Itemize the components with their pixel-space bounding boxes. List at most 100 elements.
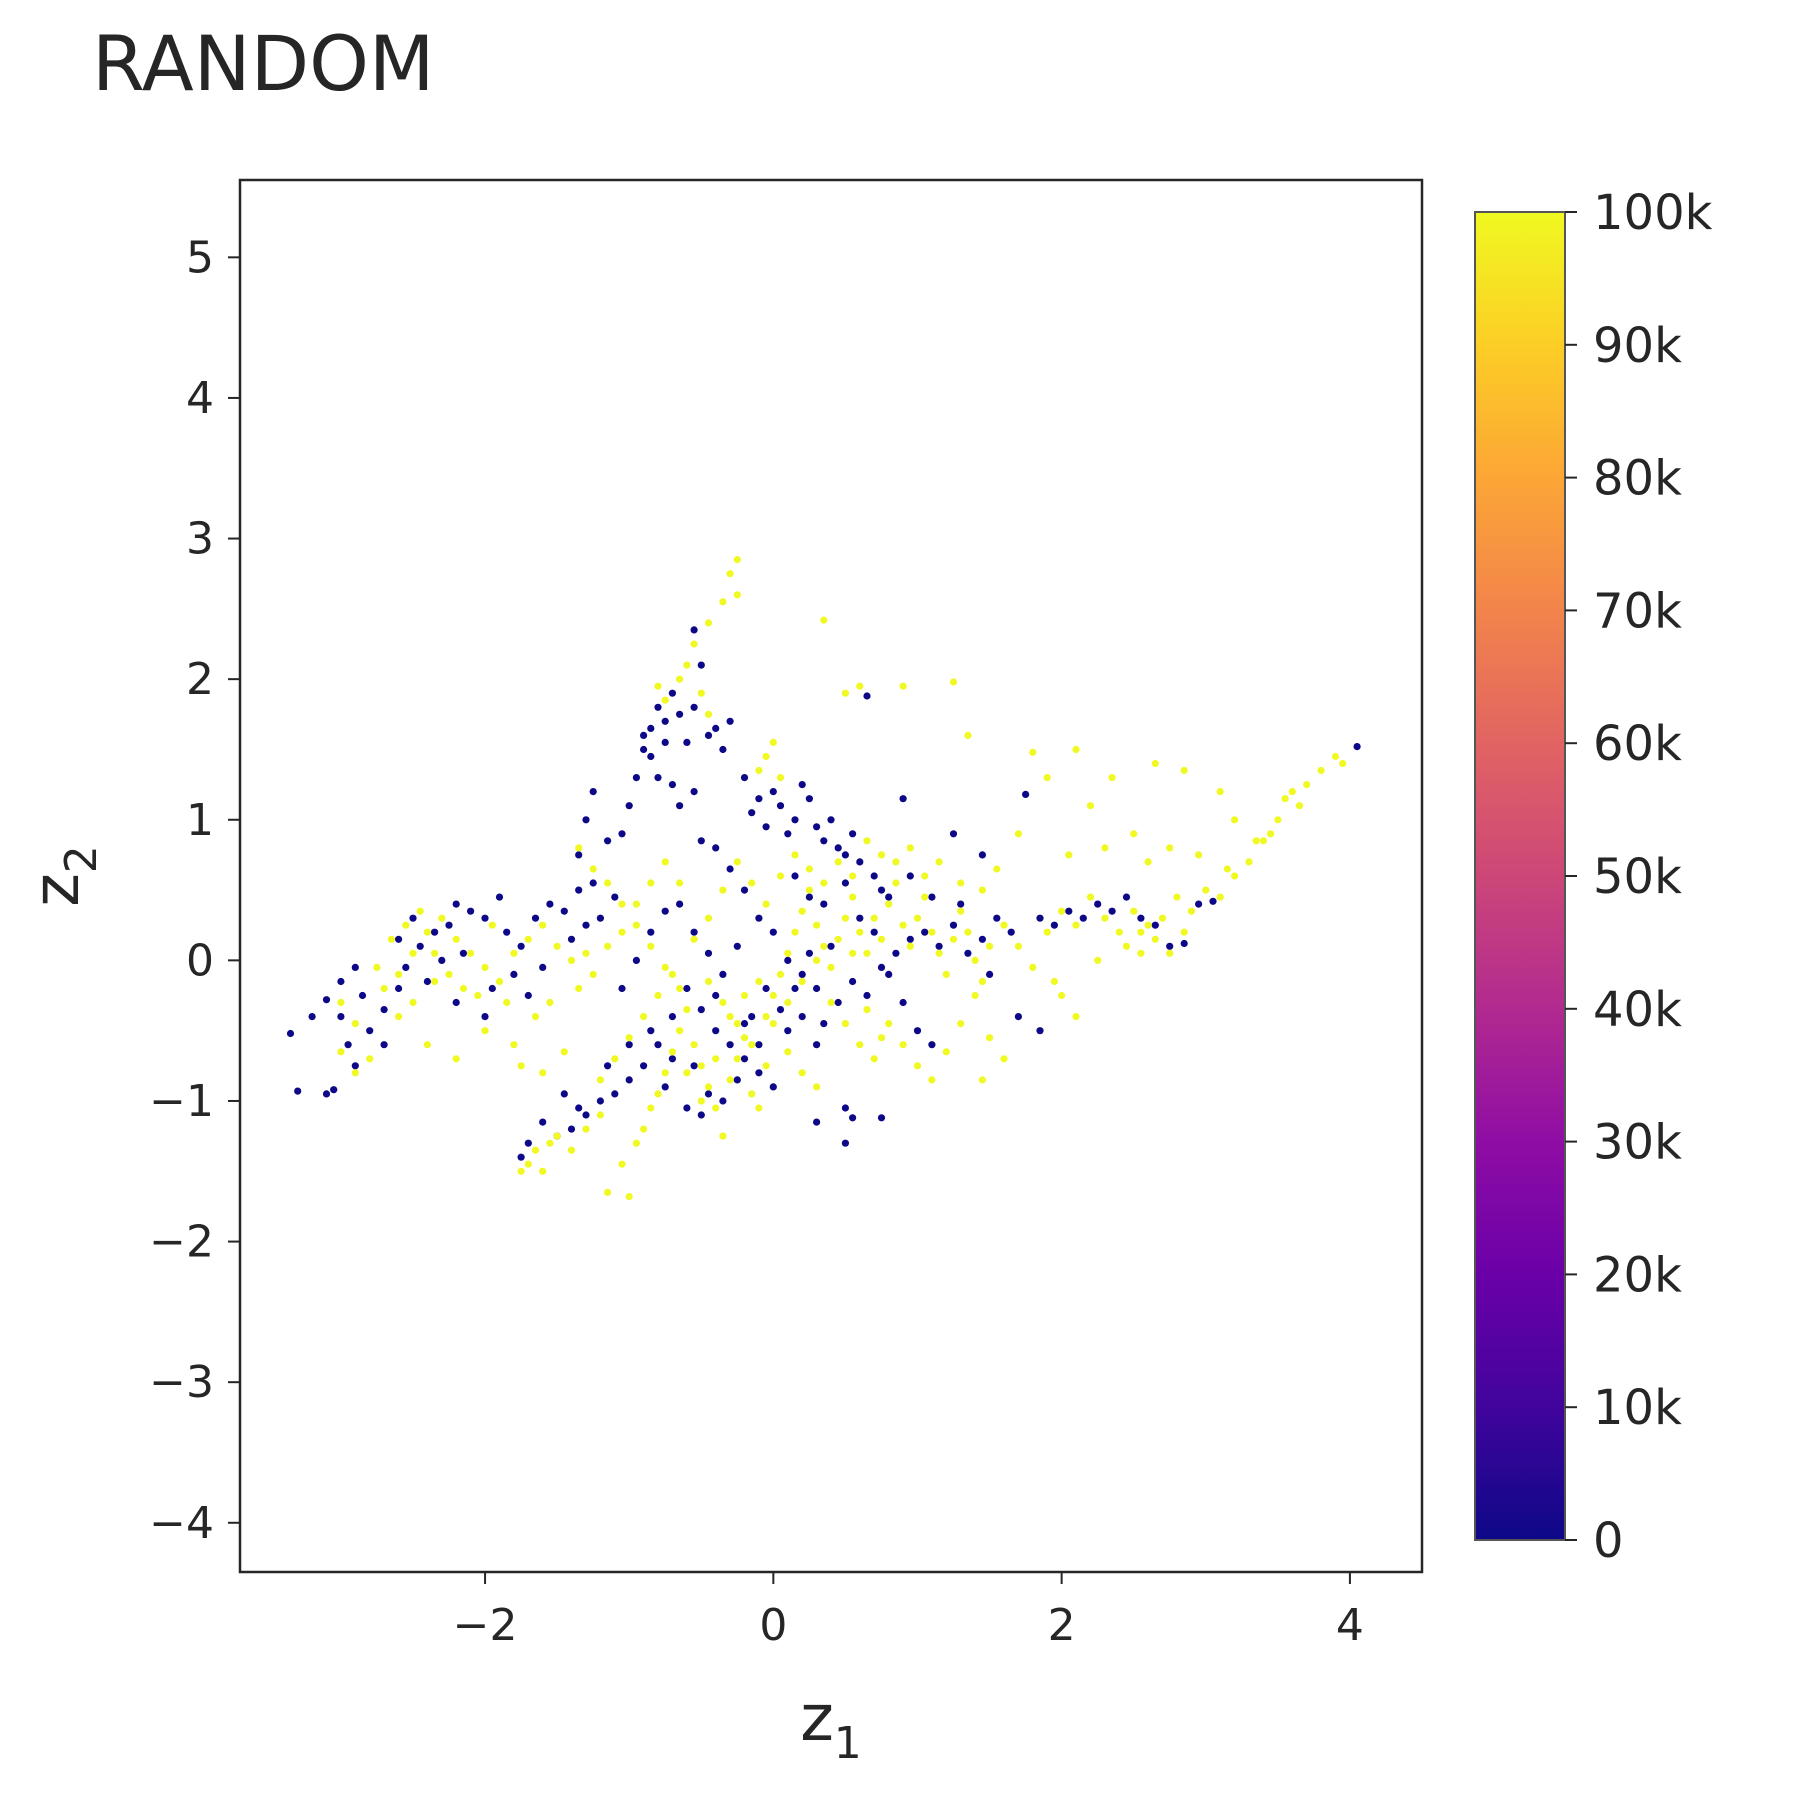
scatter-point	[459, 984, 467, 993]
scatter-point	[957, 900, 965, 908]
scatter-point	[1043, 774, 1051, 782]
scatter-point	[712, 1104, 720, 1112]
scatter-point	[704, 619, 713, 627]
scatter-point	[849, 977, 857, 986]
scatter-point	[827, 963, 835, 972]
scatter-point	[1000, 1055, 1008, 1063]
scatter-point	[841, 1104, 850, 1112]
scatter-point	[575, 984, 583, 993]
scatter-point	[834, 998, 842, 1007]
scatter-point	[1130, 830, 1138, 838]
scatter-point	[1173, 893, 1181, 901]
scatter-point	[445, 921, 453, 929]
scatter-point	[1137, 914, 1145, 922]
scatter-point	[942, 1048, 950, 1056]
scatter-point	[733, 591, 741, 599]
scatter-point	[524, 1139, 532, 1147]
scatter-point	[676, 879, 684, 887]
scatter-point	[733, 556, 741, 564]
scatter-point	[632, 774, 641, 782]
scatter-point	[647, 752, 655, 761]
scatter-point	[719, 598, 727, 606]
scatter-point	[1259, 837, 1267, 845]
scatter-point	[1144, 921, 1152, 929]
scatter-point	[1115, 928, 1123, 936]
scatter-point	[474, 991, 482, 1000]
scatter-point	[618, 928, 626, 936]
scatter-point	[409, 914, 417, 922]
scatter-point	[1231, 872, 1239, 880]
scatter-point	[906, 844, 914, 852]
scatter-point	[1331, 752, 1340, 761]
scatter-point	[431, 928, 439, 936]
scatter-point	[805, 795, 814, 803]
scatter-point	[640, 1013, 648, 1021]
scatter-point	[726, 717, 734, 725]
scatter-point	[668, 970, 677, 979]
scatter-point	[510, 949, 518, 957]
scatter-point	[589, 879, 597, 887]
colorbar	[1474, 211, 1566, 1541]
scatter-point	[676, 802, 684, 810]
scatter-point	[906, 872, 914, 880]
scatter-point	[582, 921, 590, 929]
scatter-point	[611, 1055, 619, 1063]
scatter-point	[668, 1055, 677, 1063]
scatter-point	[1303, 781, 1311, 789]
scatter-point	[885, 900, 893, 908]
scatter-point	[445, 970, 453, 979]
colorbar-tick-label: 10k	[1593, 1380, 1682, 1436]
scatter-point	[978, 977, 987, 986]
scatter-point	[560, 907, 568, 915]
scatter-point	[712, 724, 720, 733]
scatter-point	[978, 1076, 987, 1084]
scatter-point	[380, 1041, 388, 1049]
scatter-point	[949, 830, 958, 838]
scatter-point	[690, 935, 698, 943]
scatter-point	[1151, 759, 1159, 768]
scatter-point	[899, 795, 907, 803]
colorbar-tick-label: 90k	[1593, 318, 1682, 374]
scatter-point	[841, 689, 850, 697]
scatter-point	[813, 1083, 821, 1091]
scatter-point	[863, 991, 871, 1000]
colorbar-tick-label: 100k	[1593, 185, 1713, 241]
scatter-point	[683, 738, 691, 747]
scatter-point	[676, 984, 684, 993]
scatter-point	[690, 1062, 698, 1070]
scatter-point	[1130, 907, 1138, 915]
scatter-point	[510, 1041, 518, 1049]
scatter-point	[531, 1013, 540, 1021]
scatter-point	[539, 1167, 547, 1175]
scatter-point	[452, 935, 460, 943]
scatter-point	[661, 858, 669, 866]
scatter-point	[841, 879, 850, 887]
scatter-point	[1195, 851, 1203, 859]
scatter-point	[560, 1090, 568, 1098]
scatter-point	[877, 851, 886, 859]
scatter-point	[949, 935, 958, 943]
scatter-point	[625, 1034, 633, 1042]
scatter-point	[748, 1041, 756, 1049]
scatter-point	[1036, 914, 1044, 922]
scatter-point	[971, 991, 979, 1000]
points-layer	[286, 556, 1361, 1201]
scatter-point	[798, 781, 806, 789]
scatter-point	[416, 907, 424, 915]
scatter-point	[755, 977, 763, 986]
scatter-point	[755, 1041, 763, 1049]
scatter-point	[1187, 907, 1195, 915]
scatter-point	[769, 1083, 777, 1091]
scatter-point	[661, 1069, 669, 1077]
scatter-point	[546, 998, 554, 1007]
scatter-point	[798, 970, 806, 979]
scatter-point	[1101, 844, 1109, 852]
scatter-point	[813, 1041, 821, 1049]
scatter-point	[604, 1188, 612, 1196]
scatter-point	[849, 830, 857, 838]
scatter-point	[784, 830, 792, 838]
scatter-point	[740, 1020, 749, 1028]
scatter-point	[366, 1027, 374, 1035]
scatter-point	[928, 893, 936, 901]
scatter-point	[841, 851, 850, 859]
